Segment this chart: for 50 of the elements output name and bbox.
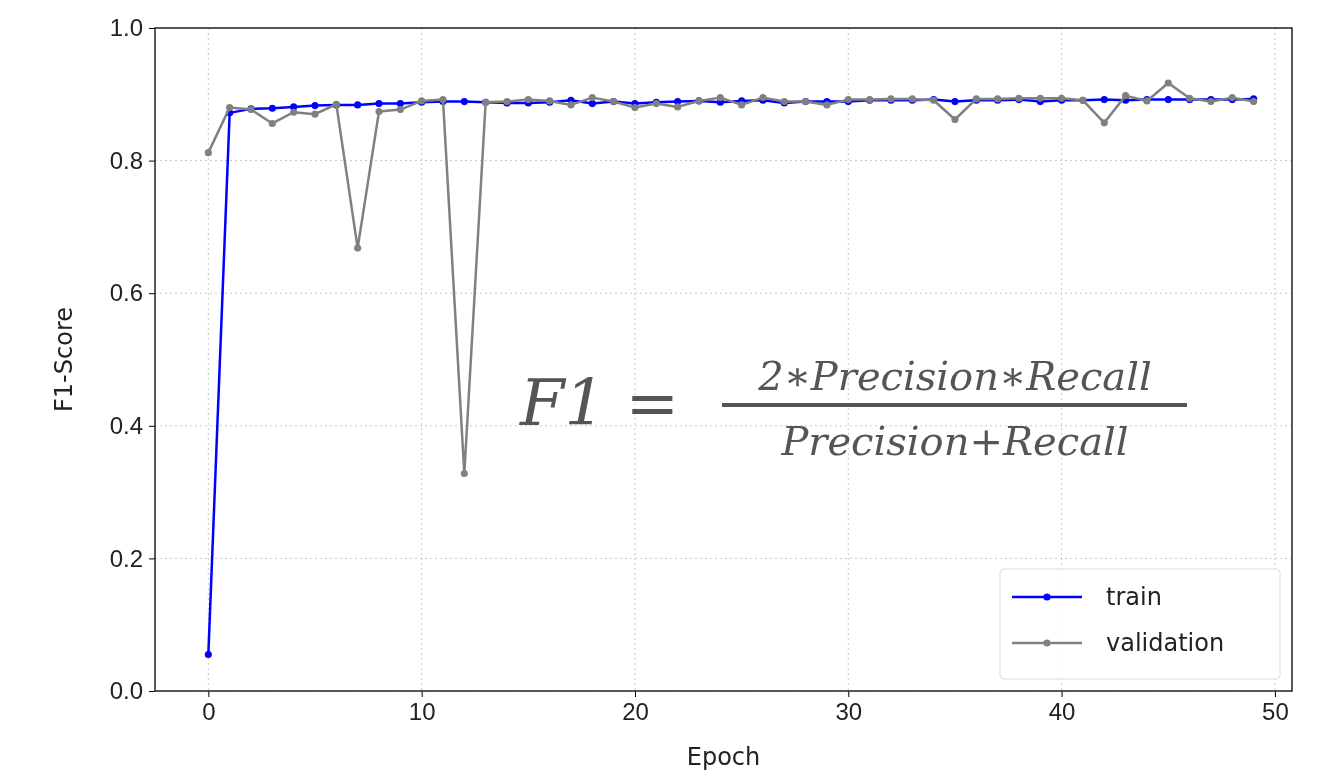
- x-axis-title: Epoch: [686, 743, 761, 771]
- point: [354, 244, 362, 252]
- point: [1122, 92, 1130, 100]
- x-tick-label: 0: [202, 698, 216, 726]
- point: [268, 104, 276, 112]
- point: [951, 98, 959, 106]
- x-tick-label: 50: [1262, 698, 1289, 726]
- y-tick-label: 0.4: [109, 411, 143, 439]
- point: [311, 110, 319, 118]
- point: [290, 108, 298, 116]
- y-tick-label: 0.8: [109, 146, 143, 174]
- x-tick-label: 40: [1048, 698, 1076, 726]
- point: [375, 100, 383, 108]
- y-tick-label: 0.6: [109, 279, 143, 307]
- point: [588, 94, 596, 102]
- point: [951, 115, 959, 124]
- point: [226, 104, 234, 112]
- point: [204, 149, 212, 157]
- point: [716, 94, 724, 102]
- point: [354, 101, 362, 109]
- annotation: Precision+Recall: [780, 418, 1129, 464]
- point: [204, 650, 212, 659]
- y-axis-title: F1-Score: [50, 307, 78, 412]
- point: [631, 104, 639, 112]
- point: [460, 98, 468, 106]
- point: [396, 100, 404, 108]
- x-tick-label: 10: [408, 698, 436, 726]
- point: [1100, 96, 1108, 104]
- point: [567, 101, 575, 109]
- point: [738, 101, 746, 109]
- legend-label: validation: [1106, 629, 1225, 657]
- y-tick-label: 1.0: [109, 14, 143, 42]
- point: [674, 103, 682, 111]
- y-tick-label: 0.0: [109, 677, 143, 705]
- annotation: F1 =: [519, 366, 680, 440]
- point: [1164, 96, 1172, 104]
- point: [1100, 119, 1108, 127]
- point: [268, 119, 276, 128]
- x-tick-label: 30: [835, 698, 863, 726]
- annotation: 2∗Precision∗Recall: [757, 353, 1152, 399]
- point: [311, 102, 319, 110]
- point: [396, 105, 404, 114]
- point: [1036, 94, 1044, 102]
- point: [1164, 79, 1172, 87]
- point: [375, 107, 383, 116]
- x-tick-label: 20: [622, 698, 649, 726]
- legend-label: train: [1106, 583, 1162, 611]
- y-tick-label: 0.2: [109, 544, 143, 572]
- point: [460, 469, 468, 478]
- point: [588, 100, 596, 108]
